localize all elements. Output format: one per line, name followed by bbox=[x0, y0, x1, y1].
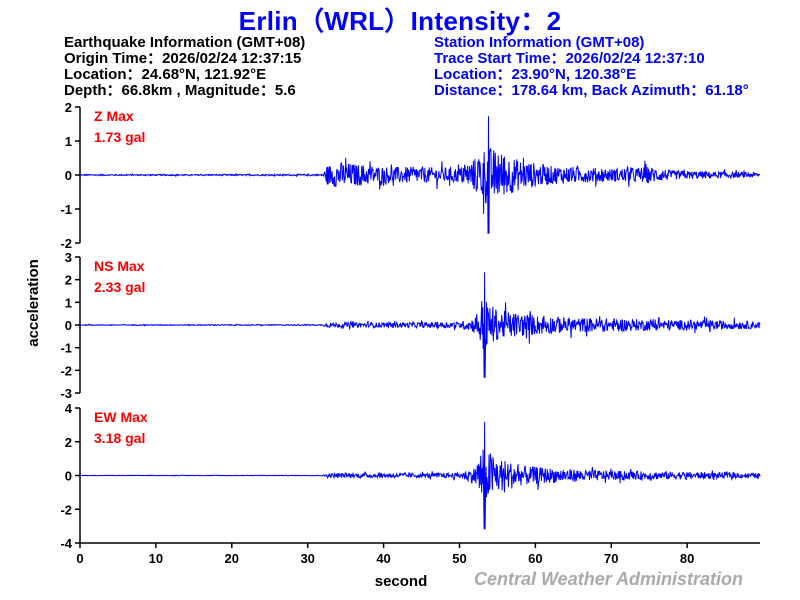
y-tick-label: 0 bbox=[65, 318, 72, 333]
earthquake-info-heading: Earthquake Information (GMT+08) bbox=[64, 34, 306, 51]
x-tick-label: 50 bbox=[452, 551, 466, 566]
y-tick-label: -1 bbox=[60, 341, 72, 356]
epicenter-location: Location：24.68°N, 121.92°E bbox=[64, 66, 267, 83]
earthquake-info: Earthquake Information (GMT+08) Origin T… bbox=[64, 35, 305, 99]
max-value: 1.73 gal bbox=[94, 129, 145, 145]
panel-ew: 4 2 0 -2 -4 EW Max 3.18 gal bbox=[60, 401, 761, 551]
max-label: Z Max bbox=[94, 108, 134, 124]
panel-z: 2 1 0 -1 -2 Z Max 1.73 gal bbox=[60, 100, 761, 251]
x-tick-label: 30 bbox=[300, 551, 314, 566]
max-value: 2.33 gal bbox=[94, 279, 145, 295]
x-tick-label: 70 bbox=[604, 551, 618, 566]
origin-time: Origin Time：2026/02/24 12:37:15 bbox=[64, 50, 302, 67]
station-info-heading: Station Information (GMT+08) bbox=[434, 34, 645, 51]
max-label: EW Max bbox=[94, 409, 148, 425]
y-tick-label: 0 bbox=[65, 168, 72, 183]
y-axis-label: acceleration bbox=[25, 259, 42, 347]
y-tick-label: -2 bbox=[60, 236, 72, 251]
x-tick-label: 10 bbox=[149, 551, 163, 566]
y-tick-label: 2 bbox=[65, 100, 72, 115]
y-tick-label: 0 bbox=[65, 469, 72, 484]
x-tick-label: 60 bbox=[528, 551, 542, 566]
depth-magnitude: Depth：66.8km , Magnitude：5.6 bbox=[64, 82, 296, 99]
y-tick-label: 3 bbox=[65, 250, 72, 265]
x-tick-label: 0 bbox=[76, 551, 83, 566]
y-tick-label: -4 bbox=[60, 536, 72, 551]
max-label: NS Max bbox=[94, 258, 145, 274]
y-tick-label: -2 bbox=[60, 502, 72, 517]
waveform-z bbox=[79, 116, 761, 234]
station-info: Station Information (GMT+08) Trace Start… bbox=[434, 35, 749, 99]
y-tick-label: 1 bbox=[65, 295, 72, 310]
x-tick-label: 20 bbox=[225, 551, 239, 566]
y-tick-label: 4 bbox=[65, 401, 73, 416]
trace-start-time: Trace Start Time：2026/02/24 12:37:10 bbox=[434, 50, 705, 67]
max-value: 3.18 gal bbox=[94, 430, 145, 446]
x-axis-label: second bbox=[375, 573, 428, 590]
waveform-ns bbox=[80, 272, 761, 378]
y-tick-label: 2 bbox=[65, 273, 72, 288]
x-tick-label: 80 bbox=[680, 551, 694, 566]
y-tick-label: 2 bbox=[65, 435, 72, 450]
panel-ns: 3 2 1 0 -1 -2 -3 NS Max 2.33 gal bbox=[60, 250, 761, 401]
chart-title: Erlin（WRL）Intensity：2 bbox=[238, 6, 562, 36]
x-tick-label: 40 bbox=[376, 551, 390, 566]
y-tick-label: 1 bbox=[65, 134, 72, 149]
distance-azimuth: Distance：178.64 km, Back Azimuth：61.18° bbox=[434, 82, 749, 99]
y-tick-label: -3 bbox=[60, 386, 72, 401]
y-tick-label: -1 bbox=[60, 202, 72, 217]
station-location: Location：23.90°N, 120.38°E bbox=[434, 66, 637, 83]
credit-text: Central Weather Administration bbox=[474, 569, 744, 589]
y-tick-label: -2 bbox=[60, 363, 72, 378]
waveform-ew bbox=[79, 421, 761, 530]
